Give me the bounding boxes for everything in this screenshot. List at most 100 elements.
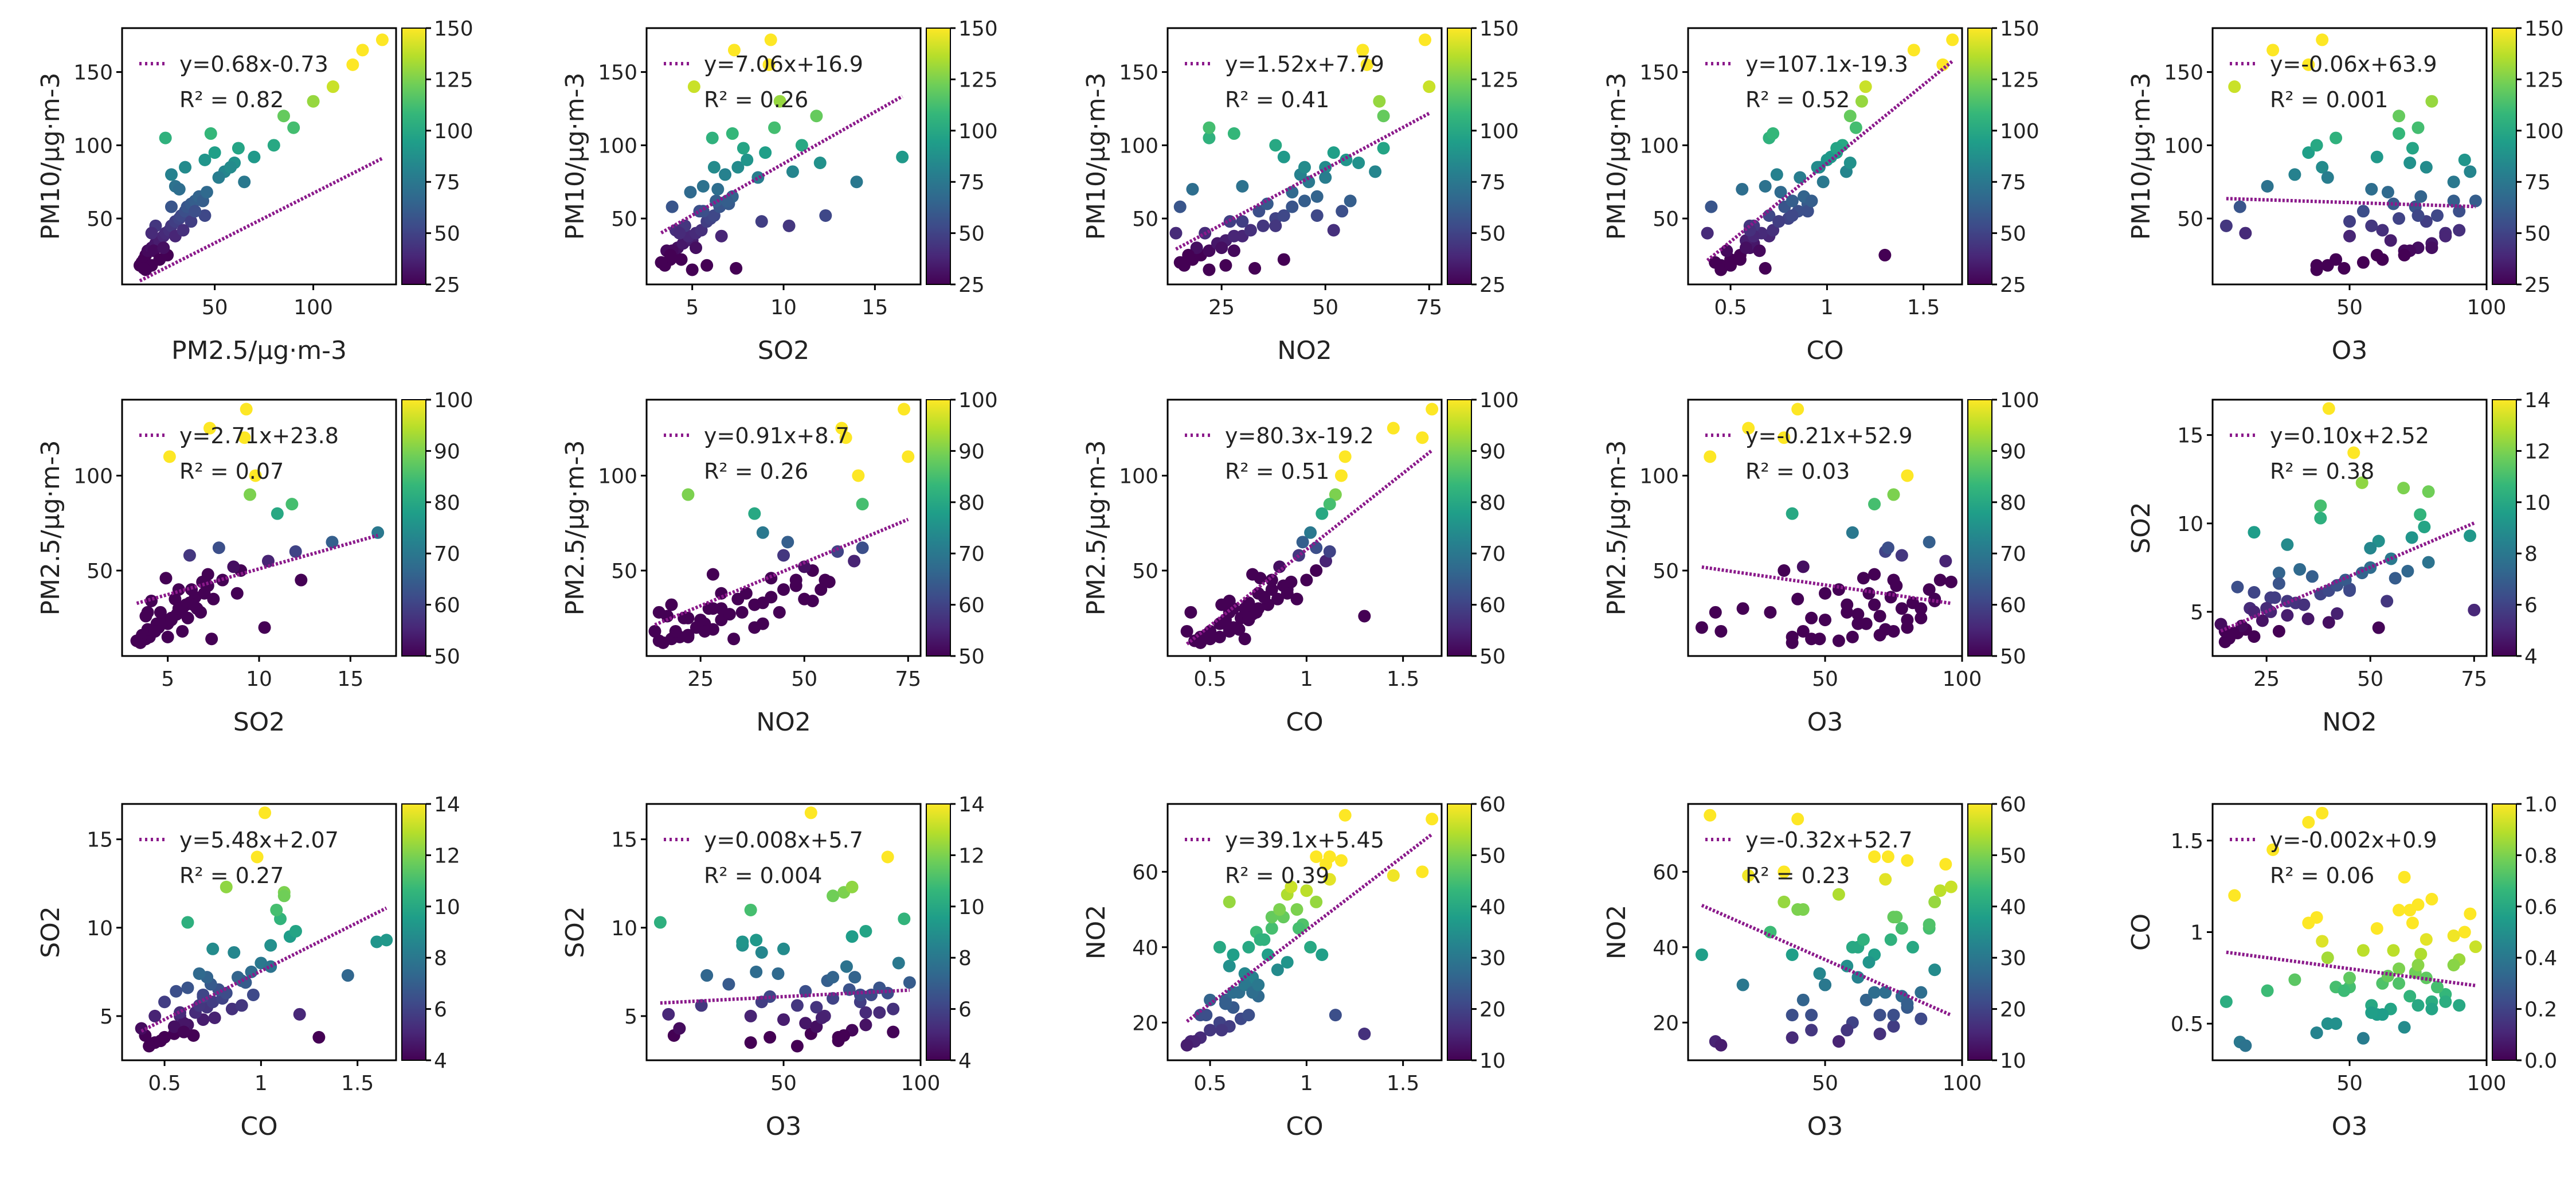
data-point (707, 161, 721, 174)
data-point (2447, 194, 2460, 208)
data-point (2301, 612, 2315, 626)
x-tick-label: 75 (895, 667, 921, 691)
data-point (2447, 958, 2460, 971)
subplot-pm10-vs-o3: y=-0.06x+63.9 R² = 0.001 50 100 50 100 150 O3 PM… (2127, 17, 2564, 365)
colorbar-tick-label: 60 (1479, 793, 1506, 817)
colorbar-tick-label: 10 (958, 896, 985, 919)
data-point (1265, 911, 1278, 924)
colorbar-tick-label: 80 (1479, 491, 1506, 515)
data-point (669, 624, 682, 638)
data-point (744, 903, 757, 916)
data-point (852, 469, 865, 482)
x-tick-label: 50 (1812, 667, 1838, 691)
data-point (1290, 592, 1303, 606)
data-point (1213, 630, 1226, 643)
data-point (2370, 150, 2383, 163)
x-axis-label: PM2.5/μg·m-3 (171, 336, 347, 365)
data-point (1796, 993, 1810, 1006)
data-point (271, 507, 284, 520)
x-tick-label: 0.5 (1714, 296, 1747, 319)
data-point (2322, 402, 2335, 415)
colorbar-tick-label: 75 (2000, 171, 2026, 194)
data-point (293, 1008, 306, 1021)
y-axis-label: PM2.5/μg·m-3 (36, 440, 65, 616)
data-point (2464, 907, 2477, 920)
data-point (810, 1001, 823, 1014)
data-point (2248, 630, 2261, 643)
colorbar-tick-label: 50 (2000, 844, 2026, 868)
data-point (1819, 614, 1831, 627)
legend-fit-equation: y=0.10x+2.52 (2270, 423, 2429, 448)
data-point (2398, 870, 2411, 884)
x-tick-label: 10 (246, 667, 272, 691)
data-point (856, 541, 869, 555)
y-tick-label: 150 (1119, 61, 1158, 85)
data-point (2302, 58, 2315, 71)
data-point (2398, 248, 2411, 261)
x-tick-label: 50 (2336, 296, 2363, 319)
data-point (2256, 614, 2269, 627)
data-point (1298, 161, 1311, 174)
data-point (1265, 583, 1278, 596)
colorbar-tick-label: 10 (1479, 1049, 1506, 1073)
data-point (2453, 224, 2466, 237)
data-point (2458, 926, 2471, 939)
data-point (1285, 575, 1298, 588)
data-point (1843, 156, 1857, 169)
data-point (715, 587, 728, 600)
data-point (1778, 865, 1791, 878)
data-point (700, 969, 714, 982)
data-point (1310, 850, 1323, 864)
data-point (208, 1012, 221, 1025)
data-point (205, 632, 218, 646)
data-point (1340, 153, 1353, 166)
data-point (1238, 967, 1251, 980)
plot-area (645, 803, 922, 1061)
y-tick-label: 50 (1132, 560, 1158, 583)
data-point (1873, 1027, 1886, 1040)
data-point (2398, 1021, 2411, 1034)
data-point (238, 175, 251, 189)
data-point (1329, 1009, 1342, 1022)
data-point (1344, 194, 1357, 208)
data-point (1215, 1024, 1228, 1037)
data-point (1778, 895, 1791, 908)
data-point (694, 614, 707, 627)
data-point (1426, 403, 1439, 416)
colorbar-tick-label: 150 (2524, 17, 2564, 41)
data-point (1377, 110, 1390, 123)
data-point (1281, 956, 1294, 969)
data-point (177, 1025, 190, 1038)
legend-fit-equation: y=5.48x+2.07 (179, 827, 339, 853)
data-point (2376, 224, 2389, 237)
data-point (782, 219, 796, 232)
data-point (902, 450, 915, 463)
y-tick-label: 40 (1132, 936, 1158, 960)
subplot-pm10-vs-co: y=107.1x-19.3 R² = 0.52 0.5 1 1.5 50 100 150 CO P… (1602, 17, 2039, 365)
data-point (730, 261, 743, 275)
data-point (2372, 534, 2385, 548)
colorbar-tick-label: 25 (434, 274, 460, 297)
legend-fit-equation: y=2.71x+23.8 (179, 423, 339, 448)
data-point (2316, 806, 2329, 819)
data-point (1184, 606, 1197, 619)
subplot-so2-vs-no2: y=0.10x+2.52 R² = 0.38 25 50 75 5 10 15 NO2 SO2 4 6… (2127, 389, 2551, 737)
data-point (1238, 602, 1251, 615)
data-point (1857, 933, 1870, 946)
colorbar-tick-label: 90 (2000, 440, 2026, 463)
data-point (715, 229, 728, 243)
x-tick-label: 25 (687, 667, 714, 691)
colorbar-tick-label: 60 (434, 594, 460, 618)
data-point (2381, 595, 2394, 608)
data-point (2372, 621, 2385, 634)
colorbar-tick-label: 14 (958, 793, 985, 817)
subplot-pm10-vs-no2: y=1.52x+7.79 R² = 0.41 25 50 75 50 100 150 NO2 PM… (1082, 17, 1519, 365)
data-point (790, 999, 804, 1012)
y-tick-label: 40 (1653, 936, 1679, 960)
data-point (2393, 977, 2406, 990)
subplot-pm25-vs-no2: y=0.91x+8.7 R² = 0.26 25 50 75 50 100 NO2 PM2.5/… (561, 389, 998, 737)
data-point (1373, 95, 1386, 108)
colorbar-tick-label: 30 (2000, 947, 2026, 970)
data-point (1416, 431, 1429, 444)
subplot-so2-vs-o3: y=0.008x+5.7 R² = 0.004 50 100 5 10 15 O3 SO2 4 6 8… (561, 793, 985, 1141)
